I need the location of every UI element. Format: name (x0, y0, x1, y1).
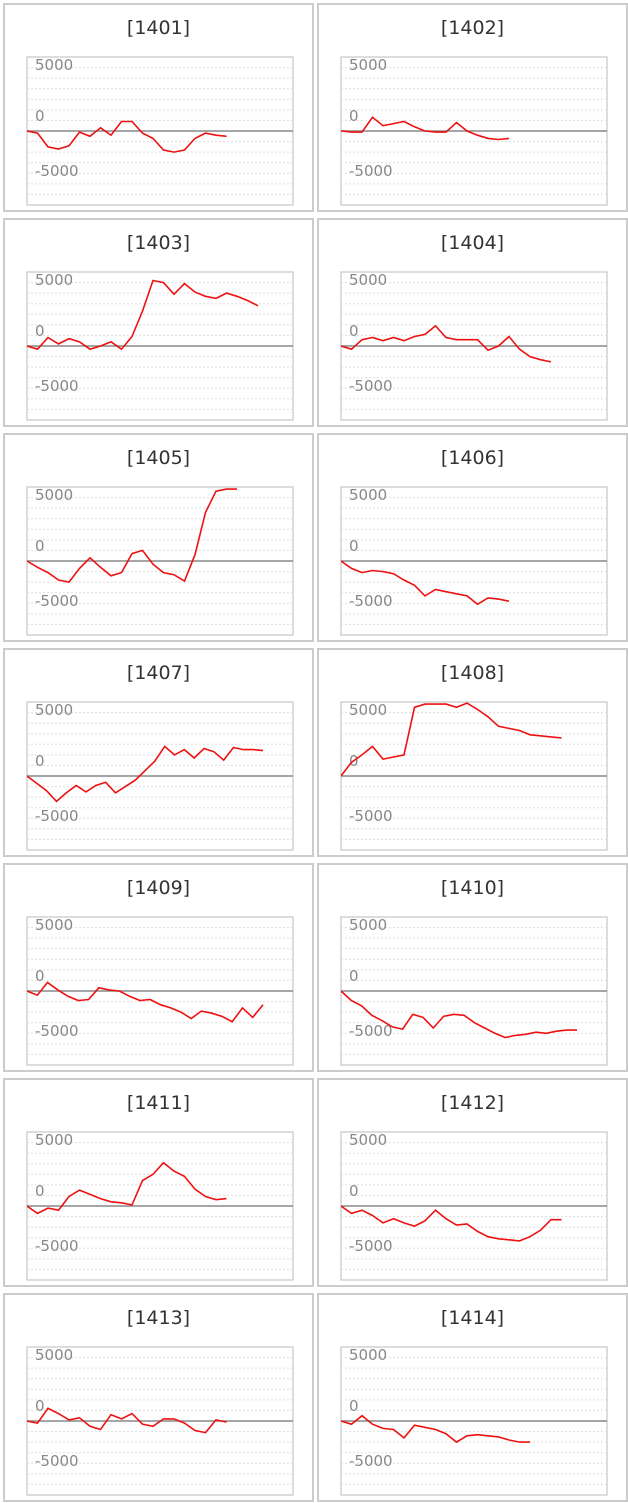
chart-panel: [1404] 5000 0 -5000 (317, 218, 628, 427)
chart-panel: [1406] 5000 0 -5000 (317, 433, 628, 642)
y-tick-label: -5000 (35, 807, 79, 825)
series-line (341, 560, 510, 606)
line-chart: 5000 0 -5000 (340, 1346, 608, 1496)
y-tick-label: -5000 (35, 1022, 79, 1040)
y-tick-label: 0 (349, 537, 359, 555)
y-tick-label: 0 (349, 1397, 359, 1415)
y-tick-label: -5000 (349, 1237, 393, 1255)
y-tick-label: 5000 (35, 916, 73, 934)
chart-panel: [1401] 5000 0 -5000 (3, 3, 314, 212)
line-chart: 5000 0 -5000 (340, 486, 608, 636)
y-tick-label: 0 (35, 537, 45, 555)
y-tick-label: 5000 (35, 1346, 73, 1364)
y-tick-label: 0 (349, 107, 359, 125)
y-tick-label: -5000 (35, 592, 79, 610)
chart-title: [1414] (440, 1307, 505, 1329)
y-tick-label: -5000 (349, 1022, 393, 1040)
y-tick-label: -5000 (349, 592, 393, 610)
series-line (341, 324, 552, 363)
series-line (27, 279, 259, 351)
y-tick-label: 0 (35, 1397, 45, 1415)
chart-title: [1407] (126, 662, 191, 684)
line-chart: 5000 0 -5000 (26, 1131, 294, 1281)
line-chart: 5000 0 -5000 (26, 1346, 294, 1496)
chart-panel: [1414] 5000 0 -5000 (317, 1293, 628, 1502)
y-tick-label: 5000 (349, 271, 387, 289)
y-tick-label: 5000 (349, 1131, 387, 1149)
series-line (27, 1161, 227, 1215)
chart-panel: [1405] 5000 0 -5000 (3, 433, 314, 642)
y-tick-label: 5000 (35, 701, 73, 719)
line-chart: 5000 0 -5000 (340, 1131, 608, 1281)
y-tick-label: -5000 (35, 1237, 79, 1255)
line-chart: 5000 0 -5000 (26, 486, 294, 636)
y-tick-label: 5000 (35, 56, 73, 74)
series-line (27, 1407, 227, 1434)
chart-title: [1401] (126, 17, 191, 39)
chart-title: [1410] (440, 877, 505, 899)
chart-title: [1405] (126, 447, 191, 469)
chart-panel: [1411] 5000 0 -5000 (3, 1078, 314, 1287)
series-line (27, 120, 227, 153)
y-tick-label: 0 (35, 107, 45, 125)
line-chart: 5000 0 -5000 (26, 916, 294, 1066)
chart-panel: [1412] 5000 0 -5000 (317, 1078, 628, 1287)
chart-panel: [1409] 5000 0 -5000 (3, 863, 314, 1072)
line-chart: 5000 0 -5000 (340, 56, 608, 206)
series-line (27, 488, 237, 583)
y-tick-label: 0 (349, 1182, 359, 1200)
y-tick-label: 5000 (349, 1346, 387, 1364)
chart-panel: [1407] 5000 0 -5000 (3, 648, 314, 857)
y-tick-label: 5000 (35, 271, 73, 289)
chart-title: [1403] (126, 232, 191, 254)
chart-title: [1412] (440, 1092, 505, 1114)
y-tick-label: 5000 (349, 916, 387, 934)
y-tick-label: 5000 (35, 486, 73, 504)
chart-panel: [1413] 5000 0 -5000 (3, 1293, 314, 1502)
series-line (27, 981, 264, 1023)
y-tick-label: -5000 (35, 1452, 79, 1470)
chart-title: [1404] (440, 232, 505, 254)
y-tick-label: 0 (349, 967, 359, 985)
chart-title: [1406] (440, 447, 505, 469)
series-line (341, 1205, 562, 1242)
y-tick-label: -5000 (349, 377, 393, 395)
chart-title: [1408] (440, 662, 505, 684)
y-tick-label: -5000 (349, 1452, 393, 1470)
line-chart: 5000 0 -5000 (340, 916, 608, 1066)
line-chart: 5000 0 -5000 (26, 56, 294, 206)
y-tick-label: 0 (35, 752, 45, 770)
y-tick-label: 5000 (35, 1131, 73, 1149)
y-tick-label: 5000 (349, 56, 387, 74)
chart-title: [1402] (440, 17, 505, 39)
line-chart: 5000 0 -5000 (340, 271, 608, 421)
y-tick-label: 5000 (349, 701, 387, 719)
y-tick-label: -5000 (349, 162, 393, 180)
y-tick-label: 0 (35, 967, 45, 985)
series-line (341, 116, 510, 141)
series-line (341, 702, 562, 777)
chart-panel: [1402] 5000 0 -5000 (317, 3, 628, 212)
chart-panel: [1403] 5000 0 -5000 (3, 218, 314, 427)
line-chart: 5000 0 -5000 (26, 271, 294, 421)
y-tick-label: 5000 (349, 486, 387, 504)
line-chart: 5000 0 -5000 (26, 701, 294, 851)
series-line (27, 745, 264, 803)
chart-title: [1413] (126, 1307, 191, 1329)
y-tick-label: -5000 (35, 162, 79, 180)
chart-panel: [1410] 5000 0 -5000 (317, 863, 628, 1072)
y-tick-label: -5000 (35, 377, 79, 395)
y-tick-label: 0 (35, 1182, 45, 1200)
series-line (341, 1414, 530, 1444)
chart-title: [1411] (126, 1092, 191, 1114)
series-line (341, 990, 577, 1039)
y-tick-label: -5000 (349, 807, 393, 825)
chart-panel: [1408] 5000 0 -5000 (317, 648, 628, 857)
chart-title: [1409] (126, 877, 191, 899)
y-tick-label: 0 (349, 322, 359, 340)
y-tick-label: 0 (35, 322, 45, 340)
